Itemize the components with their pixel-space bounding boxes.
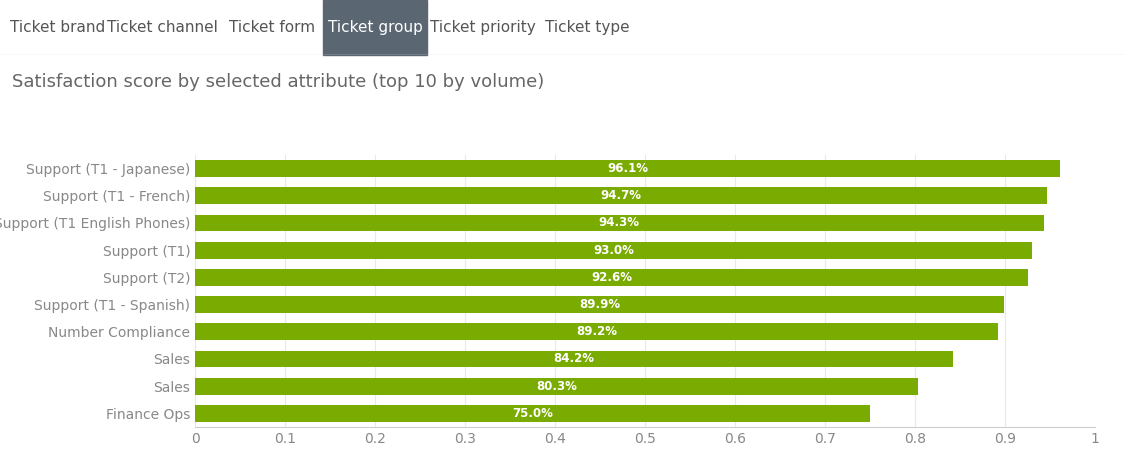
- Text: Satisfaction score by selected attribute (top 10 by volume): Satisfaction score by selected attribute…: [12, 73, 544, 91]
- Bar: [195, 269, 1028, 286]
- Bar: [195, 405, 870, 422]
- Text: Ticket brand: Ticket brand: [10, 20, 106, 35]
- Text: 96.1%: 96.1%: [608, 162, 648, 175]
- Text: Ticket type: Ticket type: [544, 20, 629, 35]
- Bar: [195, 378, 918, 395]
- Text: Ticket priority: Ticket priority: [430, 20, 536, 35]
- Text: Ticket form: Ticket form: [229, 20, 315, 35]
- Text: 89.9%: 89.9%: [579, 298, 620, 311]
- Text: 93.0%: 93.0%: [593, 243, 634, 257]
- Bar: [195, 188, 1047, 204]
- Bar: [195, 160, 1060, 177]
- Bar: [195, 323, 998, 340]
- Text: 94.7%: 94.7%: [601, 189, 641, 202]
- Bar: [195, 296, 1005, 313]
- Text: 89.2%: 89.2%: [576, 325, 616, 338]
- Text: 80.3%: 80.3%: [536, 380, 577, 393]
- Text: 84.2%: 84.2%: [554, 353, 594, 365]
- Bar: [195, 351, 953, 367]
- Text: 94.3%: 94.3%: [598, 217, 640, 230]
- Text: 75.0%: 75.0%: [512, 407, 554, 420]
- Bar: [195, 214, 1044, 231]
- Text: Ticket channel: Ticket channel: [107, 20, 217, 35]
- Bar: [323, 0, 428, 55]
- Bar: [195, 242, 1032, 259]
- Text: 92.6%: 92.6%: [592, 271, 632, 284]
- Text: Ticket group: Ticket group: [327, 20, 423, 35]
